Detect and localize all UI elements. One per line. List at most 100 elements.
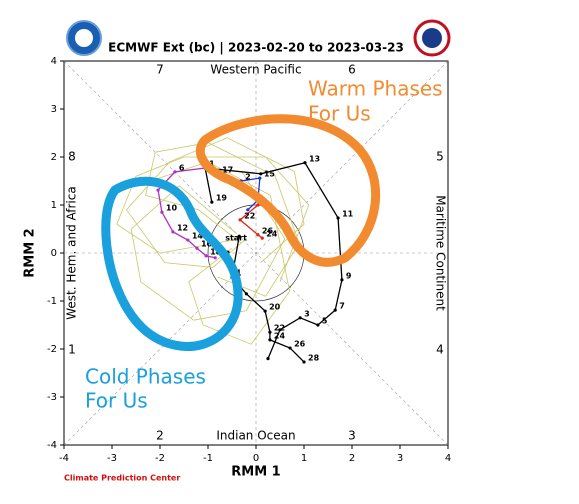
cold-loop xyxy=(101,176,243,351)
x-axis-label: RMM 1 xyxy=(231,465,280,480)
day-label: 20 xyxy=(269,303,281,312)
rmm-point xyxy=(238,218,242,222)
region-label: West. Hem. and Africa xyxy=(65,186,79,319)
ensemble-line xyxy=(125,137,305,268)
day-label: 16 xyxy=(201,240,213,249)
rmm-point xyxy=(244,292,248,296)
day-label: 15 xyxy=(264,170,276,179)
x-tick-label: 3 xyxy=(397,453,403,464)
x-tick-label: -3 xyxy=(107,453,117,464)
rmm-point xyxy=(268,330,272,334)
day-label: 24 xyxy=(274,331,286,340)
day-label: 2 xyxy=(245,173,251,182)
y-tick-label: 2 xyxy=(51,152,57,163)
rmm-point xyxy=(213,256,217,260)
rmm-point xyxy=(156,188,160,192)
rmm-point xyxy=(160,210,164,214)
start-label: start xyxy=(225,234,247,243)
day-label: 10 xyxy=(166,204,178,213)
rmm-point xyxy=(288,346,292,350)
rmm-point xyxy=(303,161,307,165)
rmm-point xyxy=(268,338,272,342)
rmm-point xyxy=(333,308,337,312)
ensemble-line xyxy=(150,161,291,345)
rmm-point xyxy=(171,230,175,234)
rmm-point xyxy=(256,233,260,237)
region-label: Western Pacific xyxy=(210,63,301,77)
cold-text: Cold Phases xyxy=(85,365,206,389)
rmm-point xyxy=(237,234,241,238)
y-axis-label: RMM 2 xyxy=(23,228,38,277)
x-tick-label: -2 xyxy=(155,453,165,464)
day-label: 9 xyxy=(346,271,352,280)
x-tick-label: 0 xyxy=(253,453,259,464)
credit: Climate Prediction Center xyxy=(64,474,180,483)
day-label: 3 xyxy=(304,309,310,318)
phase-label: 1 xyxy=(68,343,76,357)
rmm-line xyxy=(239,204,263,239)
day-label: 12 xyxy=(177,223,188,232)
phase-label: 8 xyxy=(68,150,76,164)
x-tick-label: -1 xyxy=(203,453,213,464)
day-label: 18 xyxy=(210,247,222,256)
day-label: 6 xyxy=(179,163,185,172)
day-label: 22 xyxy=(274,324,285,333)
phase-label: 4 xyxy=(436,343,444,357)
rmm-point xyxy=(195,246,199,250)
phase-label: 2 xyxy=(156,429,164,443)
rmm-point xyxy=(263,309,267,313)
rmm-point xyxy=(336,216,340,220)
rmm-point xyxy=(186,238,190,242)
x-tick-label: 2 xyxy=(349,453,355,464)
rmm-point xyxy=(340,278,344,282)
noaa-logo-inner xyxy=(75,29,93,47)
rmm-point xyxy=(210,200,214,204)
phase-label: 5 xyxy=(436,150,444,164)
day-label: 14 xyxy=(192,232,204,241)
rmm-point xyxy=(256,203,260,207)
phase-label: 6 xyxy=(348,63,356,77)
rmm-point xyxy=(278,328,282,332)
x-tick-label: 1 xyxy=(301,453,307,464)
y-tick-label: 0 xyxy=(51,248,57,259)
day-label: 13 xyxy=(309,154,320,163)
day-label: 26 xyxy=(262,226,274,235)
warm-text: Warm Phases xyxy=(308,77,443,101)
day-label: 7 xyxy=(339,302,345,311)
day-label: 24 xyxy=(266,230,278,239)
rmm-point xyxy=(260,236,264,240)
cold-text: For Us xyxy=(85,389,148,413)
rmm-point xyxy=(266,357,270,361)
nws-logo-inner xyxy=(422,28,442,48)
chart-title: ECMWF Ext (bc) | 2023-02-20 to 2023-03-2… xyxy=(108,41,404,55)
y-tick-label: -3 xyxy=(47,392,57,403)
rmm-point xyxy=(246,208,250,212)
y-tick-label: -2 xyxy=(47,344,57,355)
phase-label: 7 xyxy=(156,63,164,77)
warm-loop xyxy=(195,114,381,267)
rmm-point xyxy=(258,176,262,180)
x-tick-label: -4 xyxy=(59,453,69,464)
phase-label: 3 xyxy=(348,429,356,443)
rmm-point xyxy=(316,323,320,327)
y-tick-label: 4 xyxy=(51,56,57,67)
y-tick-label: 1 xyxy=(51,200,57,211)
day-label: 1 xyxy=(209,160,215,169)
y-tick-label: -1 xyxy=(47,296,57,307)
warm-text: For Us xyxy=(308,102,371,126)
region-label: Maritime Continent xyxy=(434,195,448,311)
ensemble-line xyxy=(116,156,310,282)
rmm-point xyxy=(204,254,208,258)
region-label: Indian Ocean xyxy=(216,429,295,443)
rmm-point xyxy=(259,172,263,176)
day-label: 26 xyxy=(294,340,306,349)
rmm-point xyxy=(298,316,302,320)
day-label: 5 xyxy=(322,317,328,326)
x-tick-label: 4 xyxy=(445,453,451,464)
rmm-point xyxy=(173,170,177,174)
y-tick-label: -4 xyxy=(47,440,57,451)
day-label: 22 xyxy=(244,211,255,220)
rmm-point xyxy=(302,360,306,364)
day-label: 19 xyxy=(216,194,228,203)
